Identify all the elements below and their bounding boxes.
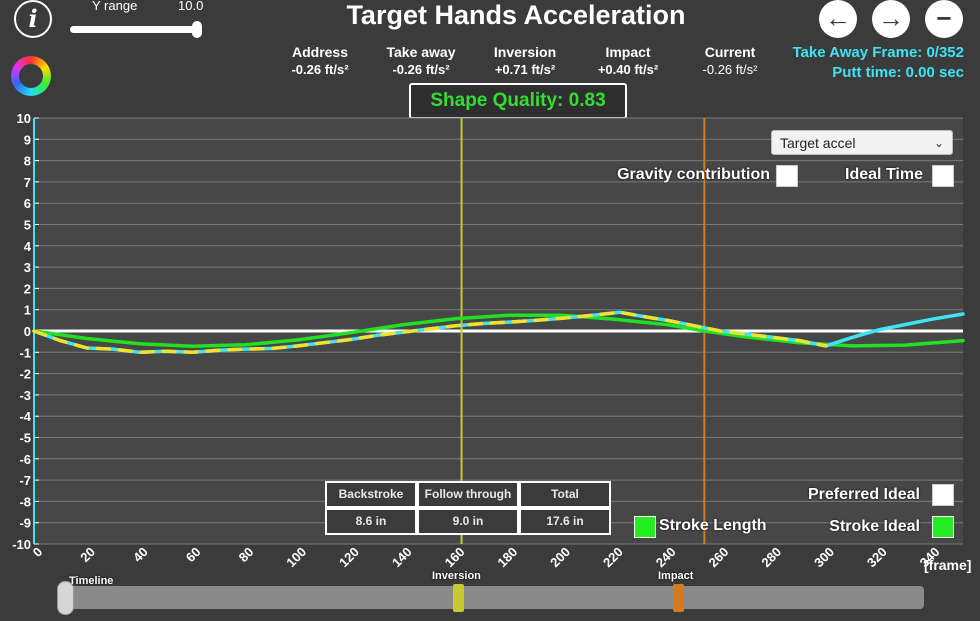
x-tick-label: 120 <box>336 544 362 570</box>
series-select-value: Target accel <box>780 135 856 151</box>
preferred-ideal-checkbox[interactable] <box>932 484 954 506</box>
timeline-handle[interactable] <box>57 581 74 615</box>
minus-icon[interactable]: − <box>925 0 963 38</box>
stat-inversion: Inversion +0.71 ft/s² <box>470 44 580 77</box>
putt-time: Putt time: 0.00 sec <box>832 64 964 81</box>
stroke-length-checkbox[interactable] <box>634 516 656 538</box>
y-tick-label: -8 <box>19 494 31 509</box>
y-tick-label: 6 <box>24 196 31 211</box>
stat-address: Address -0.26 ft/s² <box>265 44 375 77</box>
x-tick-label: 280 <box>758 544 784 570</box>
stat-value: -0.26 ft/s² <box>291 62 349 77</box>
y-range-slider-track[interactable] <box>70 26 200 33</box>
measured-overlay-line <box>32 310 828 355</box>
y-tick-label: 8 <box>24 154 31 169</box>
stat-value: +0.40 ft/s² <box>597 62 659 77</box>
stat-label: Impact <box>605 44 651 60</box>
stat-label: Current <box>704 44 756 60</box>
stat-current: Current -0.26 ft/s² <box>675 44 785 77</box>
x-tick-label: 0 <box>30 544 46 560</box>
y-tick-label: 3 <box>24 260 31 275</box>
page-title: Target Hands Acceleration <box>346 0 686 30</box>
y-tick-label: -9 <box>19 516 31 531</box>
stroke-length-label: Stroke Length <box>659 517 767 534</box>
x-tick-label: 200 <box>547 544 573 570</box>
stat-value: +0.71 ft/s² <box>494 62 556 77</box>
y-tick-label: -4 <box>19 409 31 424</box>
gravity-checkbox[interactable] <box>776 165 798 187</box>
x-tick-label: 60 <box>183 544 204 565</box>
y-tick-label: 5 <box>24 218 31 233</box>
x-axis-unit: [frame] <box>924 557 972 573</box>
y-range-value: 10.0 <box>178 0 204 13</box>
y-tick-label: -10 <box>12 537 31 552</box>
arrow-right-icon[interactable]: → <box>872 0 910 38</box>
y-tick-label: 7 <box>24 175 31 190</box>
arrow-left-icon[interactable]: ← <box>819 0 857 38</box>
x-tick-label: 320 <box>864 544 890 570</box>
x-tick-label: 240 <box>653 544 679 570</box>
timeline-label: Timeline <box>69 575 114 587</box>
stat-label: Address <box>291 44 349 60</box>
x-tick-label: 20 <box>77 544 98 565</box>
y-tick-label: -1 <box>19 345 31 360</box>
stat-value: -0.26 ft/s² <box>702 62 758 77</box>
stat-value: -0.26 ft/s² <box>392 62 450 77</box>
preferred-ideal-label: Preferred Ideal <box>807 486 920 503</box>
y-tick-label: 4 <box>24 239 32 254</box>
x-tick-label: 180 <box>494 544 520 570</box>
table-value-follow-through: 9.0 in <box>417 508 519 535</box>
color-wheel-icon[interactable] <box>11 56 51 96</box>
y-tick-label: -3 <box>19 388 31 403</box>
shape-quality: Shape Quality: 0.83 <box>409 83 627 119</box>
table-value-backstroke: 8.6 in <box>325 508 417 535</box>
stat-label: Inversion <box>493 44 557 60</box>
table-value-total: 17.6 in <box>519 508 611 535</box>
y-tick-label: 10 <box>17 111 31 126</box>
y-tick-label: 9 <box>24 132 31 147</box>
timeline-inversion-label: Inversion <box>432 570 481 582</box>
series-select[interactable]: Target accel ⌄ <box>771 130 953 155</box>
x-tick-label: 140 <box>389 544 415 570</box>
x-tick-label: 220 <box>600 544 626 570</box>
ideal-time-label: Ideal Time <box>845 166 923 183</box>
chevron-down-icon: ⌄ <box>933 136 944 150</box>
stat-label: Take away <box>386 44 456 60</box>
take-away-frame: Take Away Frame: 0/352 <box>792 44 965 61</box>
stroke-ideal-checkbox[interactable] <box>932 516 954 538</box>
y-tick-label: -6 <box>19 452 31 467</box>
stat-take-away: Take away -0.26 ft/s² <box>366 44 476 77</box>
y-tick-label: -5 <box>19 431 31 446</box>
timeline-impact-label: Impact <box>658 570 694 582</box>
y-range-slider-handle[interactable] <box>192 21 202 38</box>
stat-impact: Impact +0.40 ft/s² <box>573 44 683 77</box>
y-tick-label: -7 <box>19 473 31 488</box>
y-tick-label: 1 <box>24 303 31 318</box>
table-header-backstroke: Backstroke <box>325 481 417 508</box>
ideal-time-checkbox[interactable] <box>932 165 954 187</box>
timeline-inversion-marker[interactable] <box>453 584 465 612</box>
stroke-ideal-label: Stroke Ideal <box>829 518 920 535</box>
gravity-label: Gravity contribution <box>617 166 770 183</box>
y-tick-label: 2 <box>24 281 31 296</box>
y-tick-label: 0 <box>24 324 31 339</box>
y-range-label: Y range <box>92 0 138 13</box>
timeline-impact-marker[interactable] <box>672 584 684 612</box>
x-tick-label: 100 <box>283 544 309 570</box>
table-header-follow-through: Follow through <box>417 481 519 508</box>
x-tick-label: 40 <box>130 544 151 565</box>
timeline-track[interactable] <box>66 586 924 609</box>
table-header-total: Total <box>519 481 611 508</box>
x-tick-label: 260 <box>706 544 732 570</box>
x-tick-label: 160 <box>442 544 468 570</box>
y-tick-label: -2 <box>19 367 31 382</box>
x-tick-label: 300 <box>811 544 837 570</box>
info-button[interactable]: i <box>14 0 52 38</box>
x-tick-label: 80 <box>236 544 257 565</box>
ideal-series-line <box>32 313 965 349</box>
